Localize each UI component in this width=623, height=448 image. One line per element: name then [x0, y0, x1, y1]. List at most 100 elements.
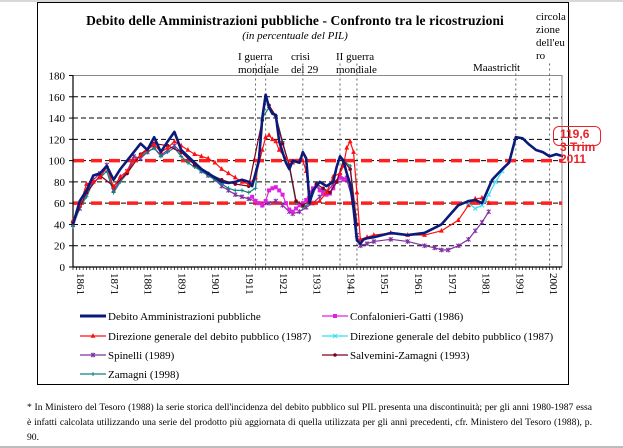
data-point-spinelli-1989 [472, 228, 478, 234]
data-point-spinelli-1989 [371, 239, 377, 244]
data-point-direzione-generale-del-debito-pubblico-1987 [276, 146, 282, 152]
annotation-crisi: crisi del 29 [291, 51, 319, 76]
y-tick-label: 20 [54, 241, 66, 253]
x-tick-label: 1861 [74, 273, 86, 295]
annotation-maastricht: Maastricht [473, 62, 521, 74]
chart-title: Debito delle Amministrazioni pubbliche -… [86, 13, 504, 28]
y-tick-label: 160 [49, 92, 66, 104]
data-point-zamagni-1998 [246, 190, 251, 195]
chart-subtitle: (in percentuale del PIL) [242, 30, 348, 42]
data-point-direzione-generale-del-debito-pubblico-1987 [212, 159, 218, 165]
data-point-spinelli-1989 [486, 209, 492, 215]
data-point-direzione-generale-del-debito-pubblico-1987 [151, 141, 157, 147]
data-point-direzione-generale-del-debito-pubblico-1987 [324, 189, 329, 195]
data-point-spinelli-1989 [439, 247, 444, 253]
data-point-direzione-generale-del-debito-pubblico-1987 [347, 138, 353, 144]
data-point-zamagni-1998 [158, 154, 163, 159]
legend-marker [90, 352, 96, 358]
data-point-direzione-generale-del-debito-pubblico-1987 [439, 227, 444, 233]
data-point-confalonieri-gatti-1986 [300, 201, 305, 206]
legend-label: Debito Amministrazioni pubbliche [108, 311, 261, 323]
data-point-direzione-generale-del-debito-pubblico-1987 [466, 202, 471, 208]
data-point-confalonieri-gatti-1986 [297, 203, 302, 208]
annotation-wwi: I guerra mondiale [238, 51, 284, 77]
legend-label: Direzione generale del debito pubblico (… [350, 331, 553, 343]
footnote: * In Ministero del Tesoro (1988) la seri… [27, 402, 592, 443]
data-point-confalonieri-gatti-1986 [321, 190, 326, 195]
data-point-confalonieri-gatti-1986 [256, 201, 261, 206]
data-point-direzione-generale-del-debito-pubblico-1987 [266, 132, 272, 137]
data-point-confalonieri-gatti-1986 [260, 203, 265, 208]
callout-year: 2011 [560, 152, 587, 166]
annotation-euro-line: zione [536, 24, 560, 36]
data-point-confalonieri-gatti-1986 [317, 188, 322, 193]
y-tick-label: 40 [54, 219, 66, 231]
x-tick-label: 1951 [378, 273, 390, 295]
x-tick-label: 1931 [311, 273, 323, 295]
data-point-confalonieri-gatti-1986 [290, 209, 295, 214]
data-point-direzione-generale-del-debito-pubblico-1987 [310, 200, 316, 205]
data-point-direzione-generale-del-debito-pubblico-1987 [117, 173, 123, 179]
data-point-direzione-generale-del-debito-pubblico-1987 [317, 198, 323, 203]
data-point-zamagni-1998 [226, 186, 231, 191]
data-point-zamagni-1998 [348, 163, 353, 168]
data-point-spinelli-1989 [432, 245, 438, 251]
y-tick-label: 120 [49, 134, 66, 146]
data-point-direzione-generale-del-debito-pubblico-1987 [97, 174, 103, 180]
data-point-confalonieri-gatti-1986 [338, 175, 343, 180]
x-tick-label: 1991 [513, 273, 525, 295]
legend-marker [332, 333, 338, 339]
callout-box [553, 126, 601, 146]
x-tick-label: 1941 [344, 273, 356, 295]
x-tick-label: 1961 [412, 273, 424, 295]
top-border [0, 0, 623, 2]
legend-label: Zamagni (1998) [108, 369, 180, 381]
data-point-spinelli-1989 [405, 239, 410, 244]
data-point-direzione-generale-del-debito-pubblico-1987 [472, 206, 478, 211]
legend-marker [91, 372, 95, 376]
y-tick-label: 0 [60, 262, 66, 274]
data-point-zamagni-1998 [185, 160, 190, 165]
legend-label: Direzione generale del debito pubblico (… [108, 331, 311, 343]
y-tick-label: 100 [49, 156, 66, 168]
data-point-salvemini-zamagni-1993 [328, 190, 332, 195]
data-point-direzione-generale-del-debito-pubblico-1987 [344, 144, 350, 150]
data-point-salvemini-zamagni-1993 [280, 141, 285, 146]
data-point-zamagni-1998 [165, 150, 170, 155]
data-point-direzione-generale-del-debito-pubblico-1987 [263, 134, 269, 140]
data-point-spinelli-1989 [266, 200, 272, 206]
data-point-direzione-generale-del-debito-pubblico-1987 [357, 236, 363, 242]
data-point-direzione-generale-del-debito-pubblico-1987 [239, 178, 245, 184]
x-tick-label: 1971 [446, 273, 458, 295]
series-line-zamagni-1998 [72, 106, 358, 227]
legend-marker [90, 333, 96, 338]
series-line-debito-amministrazioni-pubbliche [71, 93, 564, 245]
data-point-zamagni-1998 [253, 186, 258, 191]
data-point-spinelli-1989 [445, 247, 451, 253]
data-point-confalonieri-gatti-1986 [324, 192, 329, 197]
data-point-confalonieri-gatti-1986 [250, 194, 255, 199]
data-point-direzione-generale-del-debito-pubblico-1987 [185, 146, 191, 152]
data-point-direzione-generale-del-debito-pubblico-1987 [259, 146, 265, 152]
data-point-confalonieri-gatti-1986 [341, 177, 346, 182]
data-point-direzione-generale-del-debito-pubblico-1987 [205, 155, 211, 161]
data-point-spinelli-1989 [239, 194, 245, 200]
data-point-zamagni-1998 [179, 154, 184, 159]
y-tick-label: 80 [54, 177, 66, 189]
data-point-spinelli-1989 [479, 219, 485, 225]
annotation-euro-line: dell'eu [536, 37, 565, 49]
data-point-spinelli-1989 [455, 243, 461, 249]
data-point-salvemini-zamagni-1993 [348, 167, 352, 171]
data-point-confalonieri-gatti-1986 [294, 206, 299, 211]
legend-marker [333, 314, 337, 318]
data-point-direzione-generale-del-debito-pubblico-1987 [111, 184, 116, 190]
data-point-direzione-generale-del-debito-pubblico-1987 [232, 174, 238, 180]
annotation-euro: circola zione dell'eu ro [536, 11, 566, 63]
data-point-confalonieri-gatti-1986 [304, 197, 309, 202]
data-point-direzione-generale-del-debito-pubblico-1987 [199, 153, 204, 159]
data-point-zamagni-1998 [71, 224, 75, 229]
data-point-zamagni-1998 [240, 188, 244, 193]
data-point-spinelli-1989 [280, 202, 285, 208]
annotation-euro-line: ro [536, 50, 546, 62]
